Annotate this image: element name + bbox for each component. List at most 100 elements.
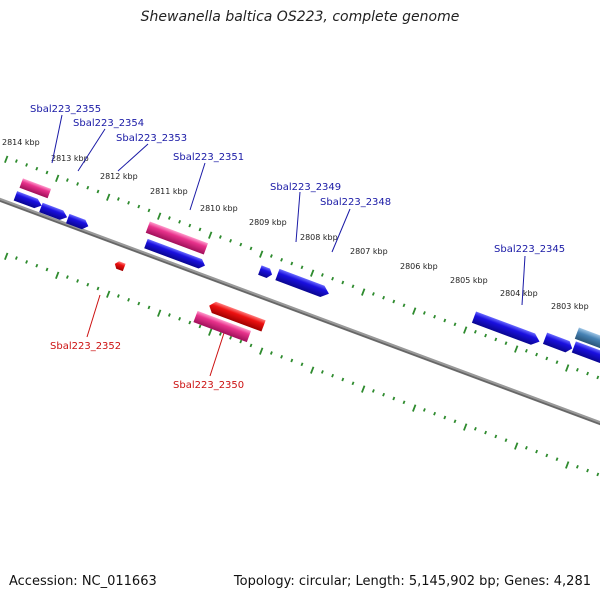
minor-tick	[473, 426, 477, 431]
minor-tick	[494, 434, 498, 439]
forward-label-connectors	[51, 114, 526, 306]
minor-tick	[341, 280, 345, 285]
gene-features	[13, 178, 600, 364]
minor-tick	[341, 377, 345, 382]
major-tick	[310, 269, 315, 277]
minor-tick	[382, 295, 386, 300]
minor-tick	[596, 375, 600, 380]
minor-tick	[422, 408, 426, 412]
gene-blue-8	[542, 332, 573, 353]
minor-tick	[280, 354, 284, 359]
minor-tick	[443, 318, 447, 323]
major-tick	[565, 461, 570, 469]
minor-tick	[535, 449, 539, 454]
kbp-label-2811: 2811 kbp	[150, 187, 188, 196]
minor-tick	[524, 348, 528, 353]
gene-sbal223-2352	[114, 261, 126, 272]
minor-tick	[494, 337, 498, 342]
minor-tick	[178, 316, 182, 321]
minor-tick	[167, 313, 171, 317]
minor-tick	[167, 216, 171, 220]
gene-steel	[574, 327, 600, 350]
minor-tick	[371, 292, 375, 296]
connector-2350	[209, 332, 225, 377]
kbp-label-2810: 2810 kbp	[200, 204, 238, 213]
major-tick	[259, 250, 264, 258]
major-tick	[106, 193, 111, 201]
connector-2349	[295, 191, 301, 243]
minor-tick	[443, 415, 447, 420]
minor-tick	[300, 265, 304, 270]
minor-tick	[453, 419, 457, 424]
kbp-label-2814: 2814 kbp	[2, 138, 40, 147]
minor-tick	[65, 178, 69, 182]
major-tick	[4, 155, 9, 164]
minor-tick	[402, 303, 406, 308]
minor-tick	[280, 257, 284, 262]
minor-tick	[127, 200, 131, 205]
minor-tick	[473, 329, 477, 334]
minor-tick	[45, 267, 49, 272]
kbp-label-2805: 2805 kbp	[450, 276, 488, 285]
major-tick	[157, 212, 162, 220]
major-tick	[514, 442, 519, 450]
minor-tick	[392, 299, 396, 304]
minor-tick	[555, 360, 559, 365]
minor-tick	[239, 339, 243, 344]
gene-label-sbal223-2354: Sbal223_2354	[73, 118, 144, 129]
connector-2348	[331, 208, 351, 253]
kbp-label-2809: 2809 kbp	[249, 218, 287, 227]
major-tick	[412, 404, 417, 412]
minor-tick	[249, 246, 253, 251]
kbp-label-2806: 2806 kbp	[400, 262, 438, 271]
minor-tick	[402, 400, 406, 405]
minor-tick	[229, 335, 233, 340]
major-tick	[157, 309, 162, 317]
minor-tick	[218, 235, 222, 239]
reverse-tick-track	[4, 252, 600, 477]
connector-2345	[521, 255, 526, 306]
minor-tick	[14, 256, 18, 260]
kbp-label-2813: 2813 kbp	[51, 154, 89, 163]
minor-tick	[147, 208, 151, 213]
minor-tick	[239, 242, 243, 247]
kbp-label-2804: 2804 kbp	[500, 289, 538, 298]
kbp-label-2803: 2803 kbp	[551, 302, 589, 311]
minor-tick	[300, 362, 304, 367]
minor-tick	[555, 457, 559, 462]
minor-tick	[25, 260, 29, 264]
gene-blue-5	[258, 265, 273, 278]
minor-tick	[188, 223, 192, 228]
major-tick	[565, 364, 570, 372]
minor-tick	[198, 227, 202, 232]
minor-tick	[586, 468, 590, 473]
minor-tick	[178, 219, 182, 224]
connector-2353	[117, 143, 149, 172]
gene-label-sbal223-2355: Sbal223_2355	[30, 104, 101, 115]
gene-sbal223-2350	[193, 310, 252, 343]
major-tick	[310, 366, 315, 374]
kbp-label-2808: 2808 kbp	[300, 233, 338, 242]
gene-blue-7	[471, 311, 540, 345]
minor-tick	[422, 311, 426, 315]
minor-tick	[147, 305, 151, 310]
minor-tick	[65, 275, 69, 279]
major-tick	[208, 231, 213, 239]
gene-blue-4	[144, 238, 205, 269]
minor-tick	[86, 185, 90, 190]
gene-blue-2	[39, 202, 68, 220]
minor-tick	[371, 389, 375, 393]
minor-tick	[96, 189, 100, 194]
minor-tick	[45, 170, 49, 175]
minor-tick	[331, 276, 335, 281]
minor-tick	[86, 282, 90, 287]
minor-tick	[504, 341, 508, 346]
minor-tick	[229, 238, 233, 243]
minor-tick	[524, 445, 528, 450]
minor-tick	[596, 472, 600, 477]
gene-sbal223-2351	[145, 221, 208, 255]
major-tick	[514, 345, 519, 353]
gene-blue-3	[65, 213, 89, 230]
accession-text: Accession: NC_011663	[9, 574, 157, 589]
